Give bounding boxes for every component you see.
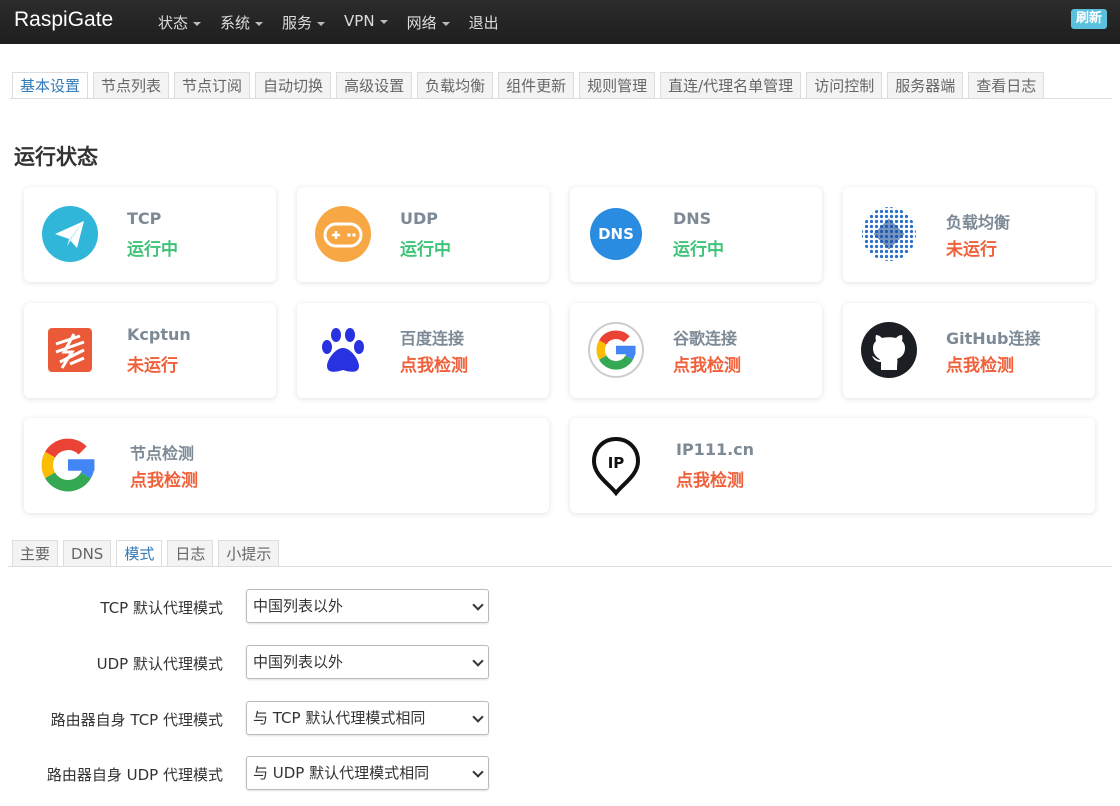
card-status: 未运行 <box>127 356 178 376</box>
tab[interactable]: 节点列表 <box>93 72 170 99</box>
form-label: TCP 默认代理模式 <box>100 599 223 617</box>
tab[interactable]: 自动切换 <box>255 72 332 99</box>
tab[interactable]: 访问控制 <box>806 72 883 99</box>
menu-text: 退出 <box>468 14 499 32</box>
status-card[interactable]: 节点检测 点我检测 <box>24 418 549 513</box>
menu-item[interactable]: 服务 <box>282 12 326 33</box>
menu-text: 状态 <box>158 14 189 32</box>
menu-text: 系统 <box>220 14 251 32</box>
card-status: 点我检测 <box>676 471 744 491</box>
subtab[interactable]: 模式 <box>116 540 163 567</box>
menu-item[interactable]: 系统 <box>220 12 264 33</box>
tab[interactable]: 查看日志 <box>968 72 1045 99</box>
menu-text: 服务 <box>282 14 313 32</box>
card-status: 点我检测 <box>130 471 198 491</box>
udp-icon <box>315 206 371 262</box>
select[interactable]: 与 TCP 默认代理模式相同 <box>246 701 489 735</box>
tcp-icon <box>42 206 98 262</box>
tab[interactable]: 服务器端 <box>887 72 964 99</box>
tab[interactable]: 组件更新 <box>498 72 575 99</box>
tab[interactable]: 高级设置 <box>336 72 413 99</box>
select-value: 与 TCP 默认代理模式相同 <box>253 709 426 727</box>
select-value: 中国列表以外 <box>253 653 344 671</box>
card-name: DNS <box>673 209 712 228</box>
navbar: RaspiGate 状态 系统 服务 VPN 网络 退出 刷新 <box>0 0 1120 44</box>
tab[interactable]: 基本设置 <box>12 72 89 99</box>
card-status: 运行中 <box>127 240 178 260</box>
subtabs: 主要 DNS 模式 日志 小提示 <box>12 540 280 567</box>
subtab[interactable]: 小提示 <box>218 540 280 567</box>
card-name: 节点检测 <box>130 444 195 463</box>
card-name: 百度连接 <box>400 329 465 348</box>
select[interactable]: 与 UDP 默认代理模式相同 <box>246 756 489 790</box>
card-name: IP111.cn <box>676 440 755 459</box>
form-row: UDP 默认代理模式 中国列表以外 <box>0 645 500 679</box>
card-status: 运行中 <box>400 240 451 260</box>
status-card[interactable]: DNS DNS 运行中 <box>570 187 822 282</box>
brand[interactable]: RaspiGate <box>14 8 114 31</box>
icon-text: DNS <box>598 225 634 243</box>
card-name: UDP <box>400 209 438 228</box>
card-status: 点我检测 <box>400 356 468 376</box>
form-row: TCP 默认代理模式 中国列表以外 <box>0 589 500 623</box>
form-label: UDP 默认代理模式 <box>96 655 223 673</box>
card-status: 运行中 <box>673 240 724 260</box>
status-card[interactable]: 谷歌连接 点我检测 <box>570 303 822 398</box>
card-status: 点我检测 <box>946 356 1014 376</box>
card-name: TCP <box>127 209 162 228</box>
form-label: 路由器自身 UDP 代理模式 <box>46 766 223 784</box>
refresh-button[interactable]: 刷新 <box>1071 9 1107 29</box>
status-card[interactable]: Kcptun 未运行 <box>24 303 276 398</box>
status-card[interactable]: IP IP111.cn 点我检测 <box>570 418 1095 513</box>
menu-item[interactable]: 状态 <box>158 12 202 33</box>
menu-item[interactable]: 退出 <box>469 12 499 33</box>
menu-item[interactable]: 网络 <box>407 12 450 33</box>
tab[interactable]: 节点订阅 <box>174 72 251 99</box>
icon-text: IP <box>608 454 625 472</box>
select-value: 中国列表以外 <box>253 597 344 615</box>
baidu-icon <box>322 328 364 372</box>
subtab[interactable]: 日志 <box>167 540 214 567</box>
menu: 状态 系统 服务 VPN 网络 退出 <box>158 12 499 33</box>
status-card[interactable]: TCP 运行中 <box>24 187 276 282</box>
subtab[interactable]: 主要 <box>12 540 59 567</box>
card-status: 未运行 <box>946 240 997 260</box>
tab[interactable]: 负载均衡 <box>417 72 494 99</box>
card-name: 谷歌连接 <box>673 329 738 348</box>
status-card[interactable]: GitHub连接 点我检测 <box>843 303 1095 398</box>
divider <box>10 98 1112 99</box>
dns-icon: DNS <box>590 208 642 260</box>
tab[interactable]: 直连/代理名单管理 <box>660 72 802 99</box>
google-icon <box>588 322 644 378</box>
ip-icon: IP <box>591 436 641 497</box>
balance-icon <box>862 207 916 261</box>
status-card[interactable]: 百度连接 点我检测 <box>297 303 549 398</box>
form-label: 路由器自身 TCP 代理模式 <box>50 711 223 729</box>
subtab[interactable]: DNS <box>63 540 112 567</box>
menu-item[interactable]: VPN <box>344 12 388 33</box>
divider <box>8 566 1112 567</box>
menu-text: 网络 <box>406 14 437 32</box>
menu-text: VPN <box>344 12 375 30</box>
tab[interactable]: 规则管理 <box>579 72 656 99</box>
card-name: 负载均衡 <box>946 213 1011 232</box>
status-card[interactable]: UDP 运行中 <box>297 187 549 282</box>
tabs: 基本设置 节点列表 节点订阅 自动切换 高级设置 负载均衡 组件更新 规则管理 … <box>12 72 1045 99</box>
card-status: 点我检测 <box>673 356 741 376</box>
card-name: Kcptun <box>127 325 191 344</box>
section-title: 运行状态 <box>14 145 98 169</box>
kcptun-icon <box>48 328 92 372</box>
github-icon <box>861 322 917 378</box>
form-row: 路由器自身 UDP 代理模式 与 UDP 默认代理模式相同 <box>0 756 500 790</box>
select[interactable]: 中国列表以外 <box>246 589 489 623</box>
node-check-icon <box>38 433 102 497</box>
select[interactable]: 中国列表以外 <box>246 645 489 679</box>
card-name: GitHub连接 <box>946 329 1041 348</box>
select-value: 与 UDP 默认代理模式相同 <box>253 764 430 782</box>
form-row: 路由器自身 TCP 代理模式 与 TCP 默认代理模式相同 <box>0 701 500 735</box>
status-card[interactable]: 负载均衡 未运行 <box>843 187 1095 282</box>
